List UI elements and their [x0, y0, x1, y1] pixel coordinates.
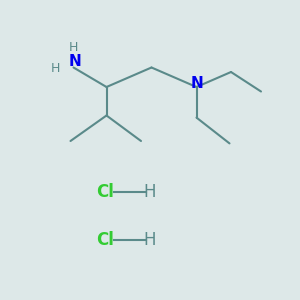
Text: Cl: Cl — [96, 231, 114, 249]
Text: N: N — [69, 54, 81, 69]
Text: H: H — [144, 231, 156, 249]
Text: Cl: Cl — [96, 183, 114, 201]
Text: H: H — [51, 62, 60, 76]
Text: N: N — [190, 76, 203, 92]
Text: H: H — [69, 41, 78, 55]
Text: H: H — [144, 183, 156, 201]
